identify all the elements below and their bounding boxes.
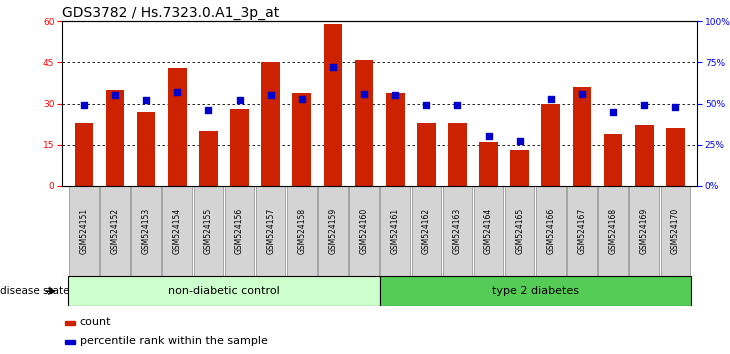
Point [483,133,494,139]
Bar [542,104,560,186]
Bar [380,186,410,276]
Bar [442,186,472,276]
Text: type 2 diabetes: type 2 diabetes [492,286,579,296]
Text: GSM524158: GSM524158 [297,208,307,254]
Bar [163,186,192,276]
Bar [604,134,623,186]
Bar [64,340,74,344]
Bar [448,123,466,186]
Text: count: count [80,317,112,327]
Bar [567,186,596,276]
Text: GSM524164: GSM524164 [484,208,493,254]
Point [265,92,277,98]
Bar [137,112,155,186]
Text: GSM524165: GSM524165 [515,208,524,254]
Point [607,109,619,115]
Bar [661,186,690,276]
Point [234,97,245,103]
Bar [386,93,404,186]
Bar [287,186,317,276]
Text: GSM524168: GSM524168 [609,208,618,254]
Bar [599,186,628,276]
Bar [168,68,187,186]
Text: GSM524167: GSM524167 [577,208,586,254]
Point [202,107,214,113]
Bar [666,128,685,186]
Bar [69,186,99,276]
Bar [572,87,591,186]
Text: GSM524153: GSM524153 [142,208,150,254]
Bar [635,126,653,186]
Bar [474,186,504,276]
Text: GDS3782 / Hs.7323.0.A1_3p_at: GDS3782 / Hs.7323.0.A1_3p_at [62,6,280,20]
Text: GSM524161: GSM524161 [391,208,399,254]
Text: GSM524169: GSM524169 [639,208,649,254]
Point [639,102,650,108]
Point [110,92,121,98]
Text: GSM524151: GSM524151 [80,208,88,254]
Bar [536,186,566,276]
Bar [193,186,223,276]
Bar [64,321,74,325]
Point [452,102,464,108]
Text: percentile rank within the sample: percentile rank within the sample [80,336,268,346]
Text: GSM524160: GSM524160 [360,208,369,254]
Text: GSM524156: GSM524156 [235,208,244,254]
Text: non-diabetic control: non-diabetic control [168,286,280,296]
Bar [106,90,124,186]
Text: GSM524157: GSM524157 [266,208,275,254]
Bar [131,186,161,276]
Bar [355,59,373,186]
Bar [293,93,311,186]
Point [172,89,183,95]
Point [669,104,681,110]
Point [327,64,339,70]
Text: GSM524166: GSM524166 [546,208,556,254]
Bar [417,123,436,186]
Bar [69,276,380,306]
Bar [412,186,441,276]
Bar [349,186,379,276]
Point [140,97,152,103]
Point [296,96,307,102]
Bar [74,123,93,186]
Text: GSM524162: GSM524162 [422,208,431,254]
Bar [380,276,691,306]
Point [420,102,432,108]
Point [576,91,588,97]
Bar [230,109,249,186]
Point [545,96,557,102]
Bar [199,131,218,186]
Bar [255,186,285,276]
Bar [318,186,347,276]
Point [78,102,90,108]
Text: GSM524155: GSM524155 [204,208,213,254]
Bar [100,186,130,276]
Bar [505,186,534,276]
Bar [629,186,659,276]
Text: GSM524163: GSM524163 [453,208,462,254]
Bar [479,142,498,186]
Text: GSM524152: GSM524152 [110,208,120,254]
Point [358,91,370,97]
Point [514,138,526,144]
Text: disease state: disease state [0,286,73,296]
Bar [510,150,529,186]
Text: GSM524154: GSM524154 [173,208,182,254]
Bar [323,24,342,186]
Bar [261,62,280,186]
Text: GSM524170: GSM524170 [671,208,680,254]
Point [389,92,401,98]
Text: GSM524159: GSM524159 [328,208,337,254]
Bar [225,186,254,276]
